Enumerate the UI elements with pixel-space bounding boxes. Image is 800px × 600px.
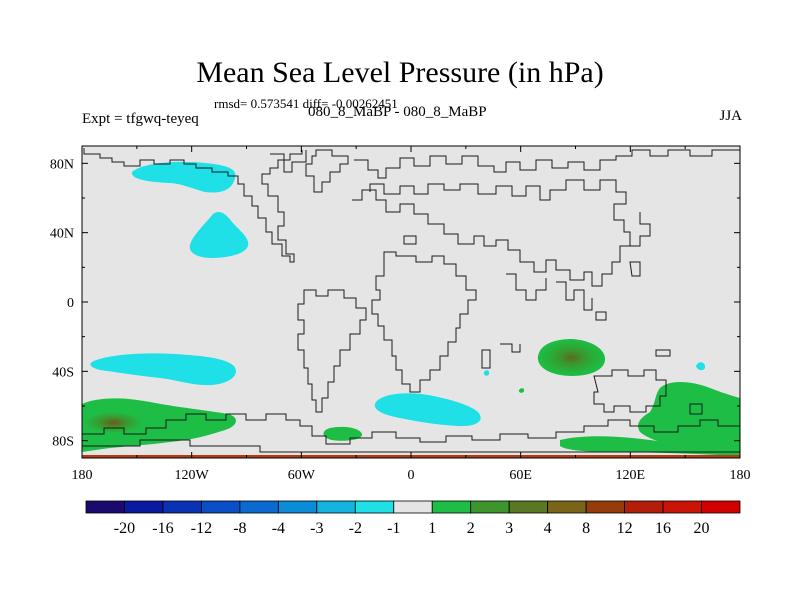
colorbar-label: 16 bbox=[655, 520, 671, 537]
lon-tick-label: 120E bbox=[616, 468, 646, 483]
colorbar-swatch bbox=[354, 500, 395, 514]
longitude-axis: 180 120W 60W 0 60E 120E 180 bbox=[72, 146, 751, 483]
colorbar-label: -1 bbox=[387, 520, 400, 537]
latitude-axis: 80N 40N 0 40S 80S bbox=[50, 157, 740, 450]
colorbar-label: 2 bbox=[467, 520, 475, 537]
colorbar-swatch bbox=[316, 500, 356, 514]
lat-tick-label: 80N bbox=[50, 157, 74, 172]
colorbar-label: 20 bbox=[694, 520, 710, 537]
colorbar-label: 8 bbox=[582, 520, 590, 537]
colorbar-label: -4 bbox=[272, 520, 285, 537]
southern-ocean-high-east bbox=[638, 382, 740, 452]
lon-tick-label: 60W bbox=[288, 468, 316, 483]
lon-tick-label: 60E bbox=[509, 468, 532, 483]
colorbar-swatch bbox=[431, 500, 472, 514]
colorbar-swatch bbox=[393, 500, 433, 514]
lon-tick-label: 180 bbox=[730, 468, 751, 483]
coastlines bbox=[82, 148, 740, 453]
experiment-label: Expt = tfgwq-teyeq bbox=[82, 111, 199, 127]
antarctic-high bbox=[560, 436, 740, 456]
southern-ocean-high-west-core bbox=[84, 411, 143, 434]
lat-tick-label: 0 bbox=[67, 296, 74, 311]
colorbar-swatch bbox=[508, 500, 549, 514]
colorbar-swatch bbox=[85, 500, 125, 514]
colorbar-swatch bbox=[277, 500, 318, 514]
southern-ocean-high-west bbox=[82, 398, 236, 452]
south-pacific-low bbox=[90, 353, 236, 386]
small-cyan-spot bbox=[696, 362, 706, 371]
colorbar-label: 1 bbox=[428, 520, 436, 537]
colorbar-swatch bbox=[701, 500, 741, 514]
colorbar-label: 4 bbox=[544, 520, 552, 537]
colorbar-swatch bbox=[547, 500, 587, 514]
stats-line: rmsd= 0.573541 diff= -0.00262451 bbox=[214, 96, 398, 111]
indian-ocean-high bbox=[537, 339, 606, 376]
comparison-label: 080_8_MaBP - 080_8_MaBP bbox=[308, 104, 487, 120]
south-atlantic-low bbox=[374, 393, 481, 427]
colorbar-label: 12 bbox=[617, 520, 633, 537]
colorbar-label: -3 bbox=[310, 520, 323, 537]
small-cyan-spot bbox=[483, 370, 490, 376]
colorbar-label: -16 bbox=[152, 520, 173, 537]
small-green-spot bbox=[518, 388, 525, 393]
season-label: JJA bbox=[719, 108, 742, 124]
lon-tick-label: 180 bbox=[72, 468, 93, 483]
lon-tick-label: 120W bbox=[175, 468, 210, 483]
lat-tick-label: 80S bbox=[52, 435, 74, 450]
lat-tick-label: 40S bbox=[52, 365, 74, 380]
lon-tick-label: 0 bbox=[408, 468, 415, 483]
antarctic-high-west bbox=[323, 426, 363, 441]
colorbar-swatch bbox=[162, 500, 202, 514]
colorbar: -20 -16 -12 -8 -4 -3 -2 -1 1 2 3 4 8 12 16 20 bbox=[85, 500, 741, 537]
colorbar-swatch bbox=[585, 500, 625, 514]
north-pacific-low bbox=[131, 161, 236, 193]
colorbar-label: 3 bbox=[505, 520, 513, 537]
colorbar-swatch bbox=[662, 500, 702, 514]
colorbar-swatch bbox=[470, 500, 510, 514]
colorbar-swatch bbox=[201, 500, 241, 514]
colorbar-label: -8 bbox=[233, 520, 246, 537]
colorbar-swatch bbox=[624, 500, 664, 514]
colorbar-label: -20 bbox=[114, 520, 135, 537]
chart-title: Mean Sea Level Pressure (in hPa) bbox=[196, 56, 604, 89]
lat-tick-label: 40N bbox=[50, 227, 74, 242]
east-pacific-low bbox=[189, 211, 249, 258]
colorbar-label: -12 bbox=[191, 520, 212, 537]
colorbar-swatch bbox=[124, 500, 164, 514]
colorbar-swatch bbox=[239, 500, 279, 514]
colorbar-label: -2 bbox=[349, 520, 362, 537]
